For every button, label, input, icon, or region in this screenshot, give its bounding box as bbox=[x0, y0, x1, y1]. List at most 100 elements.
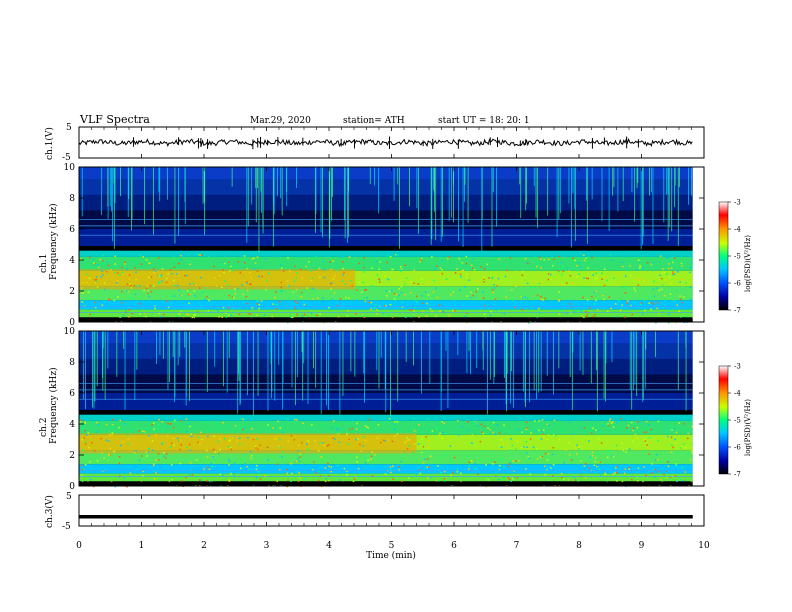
psd-noise-pixel bbox=[328, 306, 330, 309]
psd-noise-pixel bbox=[401, 464, 403, 466]
psd-noise-pixel bbox=[255, 467, 258, 469]
psd-noise-pixel bbox=[206, 449, 208, 452]
psd-noise-pixel bbox=[305, 265, 307, 268]
psd-noise-pixel bbox=[624, 316, 626, 318]
psd-noise-pixel bbox=[479, 458, 482, 461]
psd-noise-pixel bbox=[169, 423, 172, 425]
psd-noise-pixel bbox=[187, 422, 189, 424]
ch1-voltage-trace bbox=[78, 136, 693, 150]
psd-noise-pixel bbox=[585, 315, 588, 318]
psd-noise-pixel bbox=[239, 427, 242, 430]
psd-noise-pixel bbox=[482, 291, 485, 293]
psd-noise-pixel bbox=[540, 275, 542, 277]
psd-noise-pixel bbox=[589, 307, 591, 309]
psd-noise-pixel bbox=[650, 263, 653, 266]
psd-noise-pixel bbox=[250, 283, 252, 286]
spectral-band bbox=[79, 420, 693, 435]
psd-noise-pixel bbox=[572, 433, 574, 435]
spectral-band bbox=[79, 410, 693, 415]
psd-noise-pixel bbox=[120, 320, 123, 323]
psd-noise-pixel bbox=[601, 272, 603, 275]
psd-noise-pixel bbox=[309, 287, 311, 289]
psd-noise-pixel bbox=[364, 289, 366, 291]
psd-noise-pixel bbox=[679, 295, 681, 297]
psd-noise-pixel bbox=[654, 459, 657, 461]
psd-noise-pixel bbox=[157, 283, 160, 285]
psd-noise-pixel bbox=[594, 460, 597, 463]
psd-noise-pixel bbox=[606, 310, 609, 312]
psd-noise-pixel bbox=[672, 271, 674, 273]
psd-noise-pixel bbox=[400, 291, 403, 294]
psd-noise-pixel bbox=[407, 477, 410, 479]
psd-noise-pixel bbox=[524, 257, 527, 260]
psd-noise-pixel bbox=[399, 266, 402, 268]
psd-noise-pixel bbox=[303, 303, 306, 306]
psd-noise-pixel bbox=[594, 278, 597, 280]
psd-noise-pixel bbox=[505, 296, 507, 298]
psd-noise-pixel bbox=[655, 454, 658, 456]
psd-noise-pixel bbox=[612, 473, 614, 476]
psd-noise-pixel bbox=[221, 316, 223, 318]
psd-noise-pixel bbox=[558, 313, 560, 315]
psd-noise-pixel bbox=[281, 425, 283, 427]
psd-noise-pixel bbox=[386, 278, 389, 280]
psd-noise-pixel bbox=[471, 267, 474, 270]
psd-noise-pixel bbox=[435, 287, 437, 289]
psd-noise-pixel bbox=[667, 435, 669, 438]
psd-noise-pixel bbox=[341, 280, 344, 282]
psd-noise-pixel bbox=[427, 418, 429, 420]
psd-noise-pixel bbox=[438, 434, 441, 437]
psd-noise-pixel bbox=[125, 311, 128, 313]
psd-noise-pixel bbox=[377, 423, 380, 426]
psd-noise-pixel bbox=[404, 264, 406, 267]
psd-noise-pixel bbox=[563, 462, 566, 464]
psd-noise-pixel bbox=[664, 299, 666, 301]
spectral-band bbox=[79, 309, 693, 318]
psd-noise-pixel bbox=[492, 463, 494, 465]
psd-noise-pixel bbox=[673, 263, 676, 265]
frequency-tick-label: 0 bbox=[69, 318, 75, 328]
psd-noise-pixel bbox=[133, 453, 135, 455]
psd-noise-pixel bbox=[663, 271, 666, 274]
psd-noise-pixel bbox=[468, 465, 471, 467]
psd-noise-pixel bbox=[119, 274, 121, 276]
psd-noise-pixel bbox=[203, 468, 205, 471]
psd-noise-pixel bbox=[441, 269, 443, 271]
frequency-tick-label: 6 bbox=[69, 225, 75, 235]
psd-noise-pixel bbox=[247, 302, 249, 305]
psd-noise-pixel bbox=[466, 312, 468, 314]
psd-noise-pixel bbox=[174, 260, 177, 263]
psd-noise-pixel bbox=[461, 426, 463, 428]
psd-noise-pixel bbox=[396, 420, 399, 423]
psd-noise-pixel bbox=[448, 256, 451, 258]
psd-noise-pixel bbox=[646, 281, 649, 284]
psd-noise-pixel bbox=[127, 437, 129, 440]
psd-noise-pixel bbox=[180, 444, 182, 446]
psd-noise-pixel bbox=[428, 466, 430, 468]
psd-noise-pixel bbox=[556, 312, 558, 315]
psd-noise-pixel bbox=[135, 278, 137, 281]
psd-noise-pixel bbox=[149, 284, 152, 287]
psd-noise-pixel bbox=[166, 300, 169, 302]
psd-noise-pixel bbox=[482, 297, 485, 299]
psd-noise-pixel bbox=[584, 311, 587, 313]
psd-noise-pixel bbox=[465, 276, 468, 278]
psd-noise-pixel bbox=[147, 451, 150, 454]
psd-noise-pixel bbox=[343, 271, 345, 274]
psd-noise-pixel bbox=[493, 283, 495, 286]
psd-noise-pixel bbox=[500, 446, 503, 448]
psd-noise-pixel bbox=[616, 465, 619, 468]
psd-noise-pixel bbox=[512, 460, 515, 462]
psd-noise-pixel bbox=[124, 263, 126, 265]
spectral-band bbox=[79, 246, 693, 251]
psd-noise-pixel bbox=[366, 315, 368, 318]
psd-noise-pixel bbox=[84, 443, 87, 445]
psd-noise-pixel bbox=[97, 424, 100, 426]
psd-noise-pixel bbox=[209, 311, 212, 313]
psd-noise-pixel bbox=[274, 484, 276, 486]
psd-noise-pixel bbox=[609, 450, 611, 453]
time-tick-label: 6 bbox=[451, 541, 457, 551]
psd-noise-pixel bbox=[682, 443, 685, 445]
psd-noise-pixel bbox=[356, 299, 359, 301]
psd-noise-pixel bbox=[328, 475, 330, 477]
